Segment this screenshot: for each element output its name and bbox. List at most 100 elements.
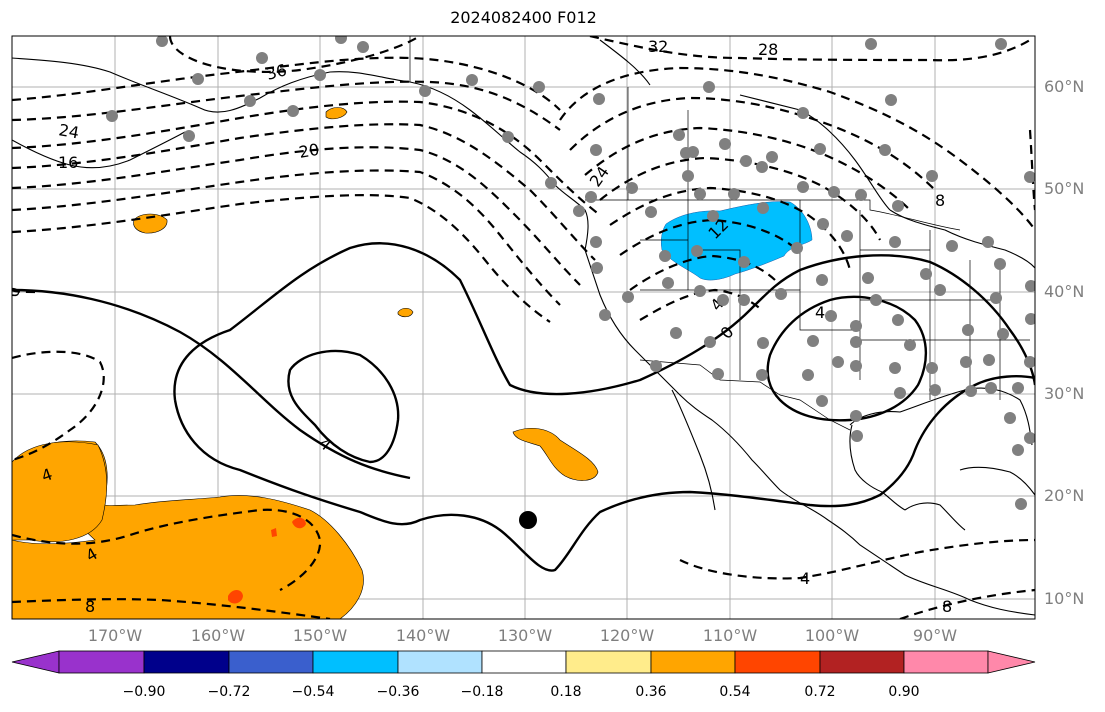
station-marker [670, 327, 682, 339]
dashed-contour [559, 66, 1035, 231]
dashed-contour [629, 254, 776, 291]
lat-label: 50°N [1044, 179, 1085, 198]
coastline [12, 131, 186, 169]
coastline [599, 39, 651, 86]
colorbar-tick-label: −0.72 [207, 684, 251, 700]
coastline [904, 502, 966, 531]
lon-label: 150°W [292, 626, 348, 645]
contour-label: 24 [586, 163, 613, 191]
station-marker [865, 38, 877, 50]
political-borders [409, 36, 1030, 431]
station-marker [1024, 171, 1035, 183]
map-frame [11, 35, 1036, 620]
station-marker [599, 309, 611, 321]
dashed-contour [639, 288, 763, 321]
colorbar [228, 650, 314, 674]
contour-label: 32 [648, 37, 668, 56]
red-region-1 [292, 517, 306, 529]
plot-title: 2024082400 F012 [450, 8, 597, 27]
colorbar [481, 650, 567, 674]
station-marker [533, 81, 545, 93]
red-region-2 [228, 590, 243, 604]
lon-label: 130°W [497, 626, 553, 645]
colorbar [903, 650, 989, 674]
station-marker [626, 182, 638, 194]
station-marker [183, 130, 195, 142]
colorbar-tick-label: −0.18 [460, 684, 504, 700]
station-marker [192, 73, 204, 85]
station-marker [995, 38, 1007, 50]
dashed-contour [584, 126, 911, 211]
colorbar [143, 650, 230, 674]
station-marker [1025, 280, 1035, 292]
station-marker [691, 245, 703, 257]
lon-label: 170°W [87, 626, 143, 645]
political-border [700, 249, 741, 290]
dashed-contour [12, 508, 322, 591]
station-marker [841, 230, 853, 242]
contour-label: 8 [85, 597, 95, 616]
lat-label: 20°N [1044, 486, 1085, 505]
station-marker [1024, 356, 1035, 368]
station-marker [926, 170, 938, 182]
colorbar [734, 650, 821, 674]
station-marker [802, 369, 814, 381]
station-marker [256, 52, 268, 64]
station-marker [719, 138, 731, 150]
station-marker [707, 210, 719, 222]
station-marker [982, 236, 994, 248]
station-marker [960, 356, 972, 368]
station-marker [682, 170, 694, 182]
colorbar-tick-label: −0.54 [291, 684, 335, 700]
orange-region-dateline [133, 213, 168, 234]
contour-label: 24 [57, 120, 80, 142]
station-marker [962, 324, 974, 336]
station-marker [814, 143, 826, 155]
orange-region-south-pacific-2 [12, 441, 108, 543]
station-marker [807, 335, 819, 347]
orange-region-gulf-alaska [325, 107, 348, 120]
orange-region-east-pacific [512, 427, 599, 481]
political-border [585, 199, 961, 231]
station-marker [466, 74, 478, 86]
dashed-contour [12, 56, 561, 111]
station-marker [920, 268, 932, 280]
station-marker [704, 336, 716, 348]
contour-four-texas [766, 295, 928, 422]
dashed-contour [899, 588, 1035, 619]
dashed-contour [569, 96, 936, 191]
station-marker [946, 240, 958, 252]
station-marker [728, 188, 740, 200]
station-marker [287, 105, 299, 117]
station-marker [662, 277, 674, 289]
colorbar-tick-label: 0.36 [635, 684, 667, 700]
contour-label: 8 [935, 191, 945, 210]
station-marker [850, 336, 862, 348]
station-marker [659, 250, 671, 262]
lon-label: 160°W [190, 626, 246, 645]
dashed-contour [12, 598, 331, 619]
coastline [671, 389, 716, 511]
station-marker [590, 236, 602, 248]
station-marker [885, 94, 897, 106]
solid-contours [12, 242, 1035, 572]
contour-label: 16 [58, 153, 78, 172]
station-marker [990, 292, 1002, 304]
station-marker [1024, 432, 1035, 444]
station-marker [590, 144, 602, 156]
lat-label: 30°N [1044, 384, 1085, 403]
station-marker [1012, 382, 1024, 394]
station-marker [694, 285, 706, 297]
colorbar [11, 650, 1036, 674]
colorbar-tick-label: 0.18 [550, 684, 582, 700]
lat-label: 40°N [1044, 282, 1085, 301]
lon-label: 90°W [912, 626, 958, 645]
station-marker [757, 337, 769, 349]
station-marker [357, 41, 369, 53]
station-marker [694, 188, 706, 200]
station-marker [832, 356, 844, 368]
station-marker [997, 328, 1009, 340]
station-marker [673, 129, 685, 141]
station-marker [929, 384, 941, 396]
contour-label: 36 [264, 60, 289, 84]
